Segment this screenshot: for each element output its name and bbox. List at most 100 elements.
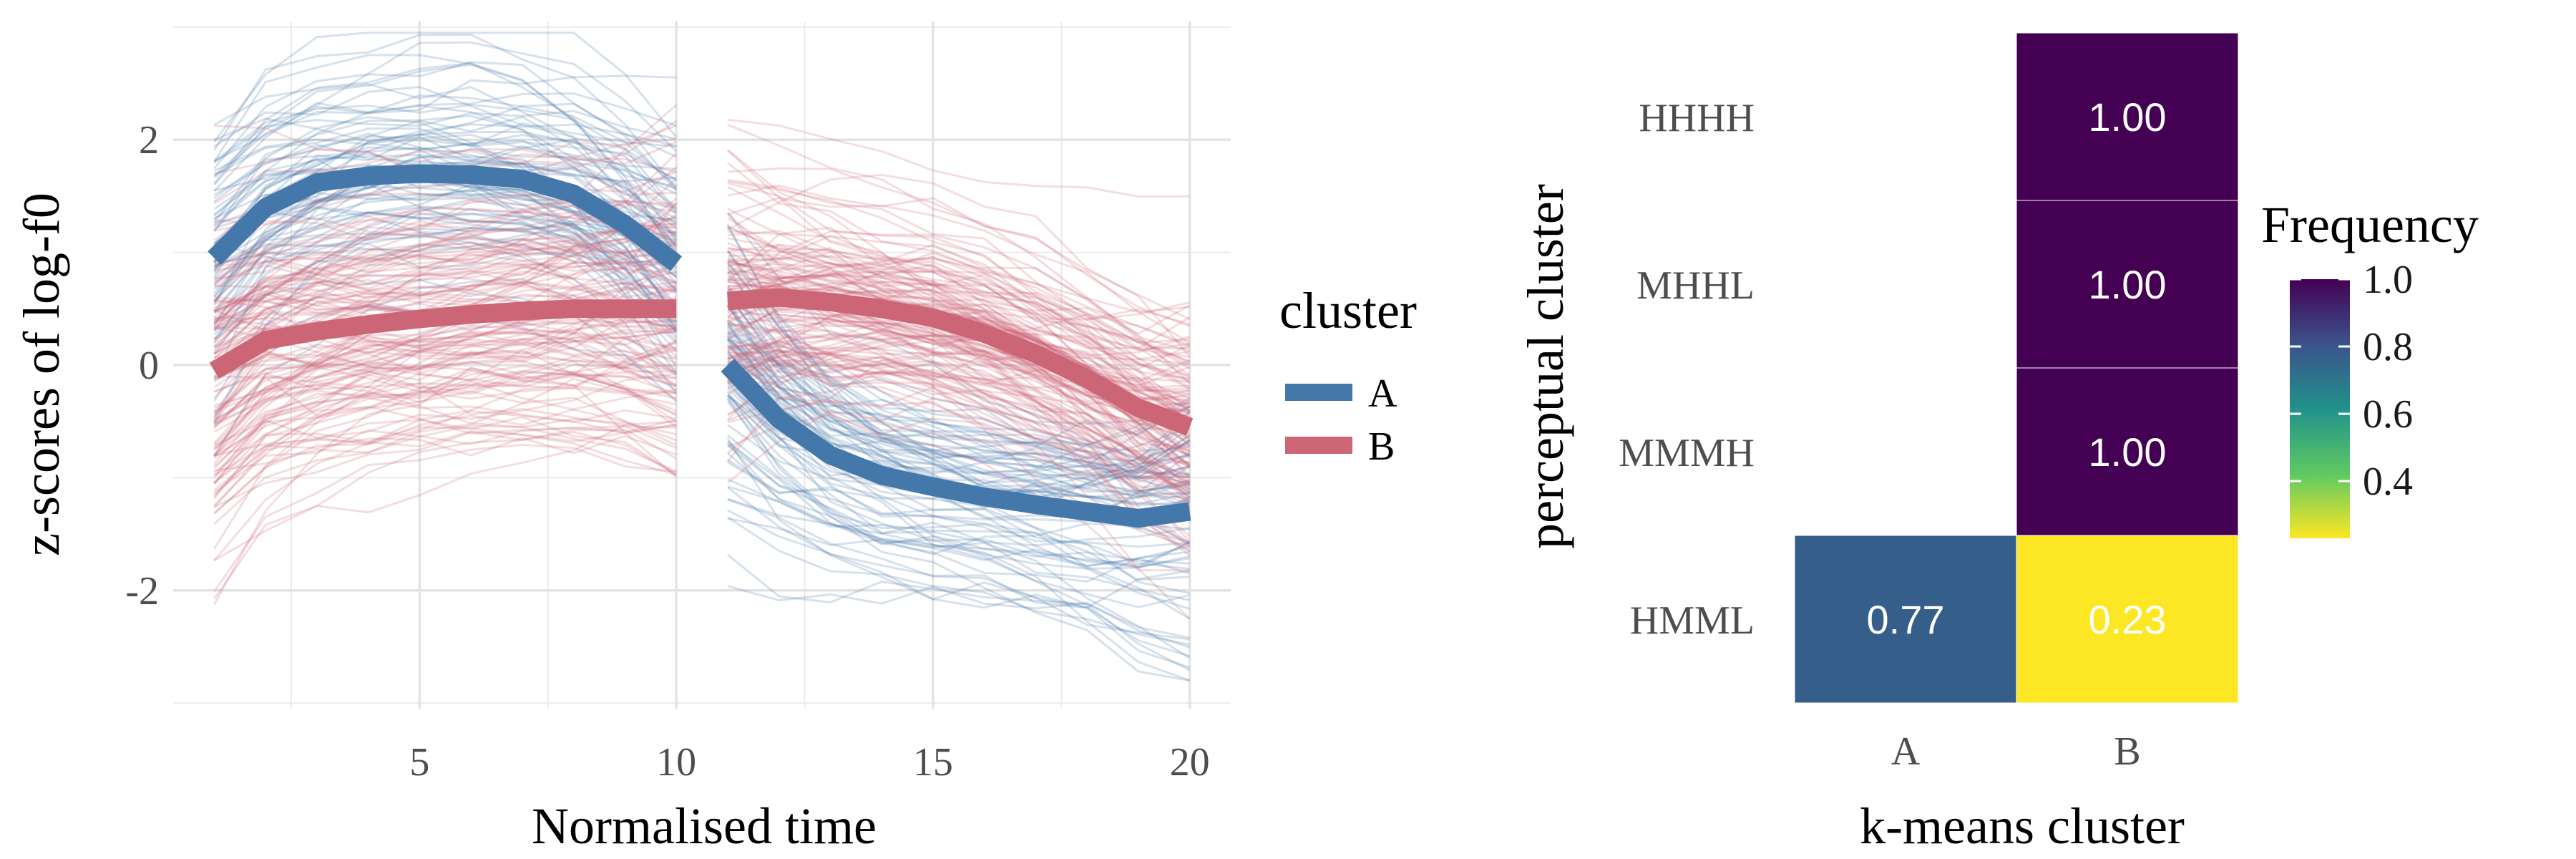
trajectory-B (727, 230, 1191, 383)
trajectory-A (213, 127, 677, 180)
line-chart-panel: 5 10 15 20 -2 0 2 Normalised time z-scores of … (13, 21, 1417, 855)
trajectory-B (213, 253, 677, 314)
trajectory-A (726, 363, 1190, 508)
trajectory-B (213, 233, 677, 311)
trajectory-B (213, 390, 677, 495)
trajectory-B (213, 202, 678, 349)
trajectory-A (213, 85, 677, 238)
trajectory-B (213, 351, 677, 498)
trajectory-A (726, 443, 1190, 565)
trajectory-B (213, 428, 677, 508)
trajectory-B (213, 362, 677, 515)
trajectory-B (727, 361, 1191, 485)
trajectory-B (214, 223, 677, 266)
heatmap-ticks: HHHH MHHL MMMH HMML A B (1619, 96, 2141, 774)
trajectory-B (727, 251, 1191, 429)
trajectory-B (213, 179, 677, 329)
trajectory-B (213, 178, 678, 324)
trajectory-B (214, 216, 677, 291)
trajectory-B (727, 167, 1191, 328)
trajectory-A (726, 339, 1191, 481)
trajectory-A (213, 92, 677, 179)
trajectory-B (727, 362, 1191, 483)
trajectory-B (727, 356, 1190, 491)
trajectory-B (727, 340, 1191, 499)
trajectory-A (213, 183, 678, 330)
trajectory-B (213, 389, 677, 435)
heatmap-y-tick-label: HMML (1630, 598, 1755, 643)
trajectory-A (726, 295, 1190, 480)
trajectory-B (727, 363, 1191, 546)
trajectory-A (213, 116, 678, 367)
trajectory-B (213, 297, 678, 387)
trajectory-B (214, 349, 677, 400)
trajectory-B (727, 346, 1191, 494)
trajectory-A (213, 211, 678, 316)
trajectory-A (726, 250, 1190, 467)
trajectory-A (213, 94, 678, 232)
trajectory-B (213, 243, 677, 322)
trajectory-B (214, 375, 677, 435)
trajectory-A (727, 461, 1191, 620)
trajectory-A (726, 444, 1190, 568)
trajectory-B (727, 379, 1190, 572)
trajectory-A (726, 326, 1190, 480)
colorbar: Frequency 0.4 0.6 0.8 1.0 (2261, 196, 2479, 538)
trajectory-B (727, 316, 1190, 422)
trajectory-B (727, 123, 1190, 352)
trajectory-A (213, 115, 678, 253)
trajectory-A (213, 146, 677, 214)
trajectory-B (727, 173, 1191, 357)
heatmap-cell-B-HMML (2016, 535, 2239, 704)
trajectory-B (213, 322, 677, 417)
trajectory-B (213, 329, 677, 414)
trajectory-A (727, 517, 1191, 659)
trajectory-B (727, 311, 1190, 490)
trajectory-A (213, 103, 677, 182)
heatmap-x-tick-label: B (2114, 729, 2140, 774)
trajectory-B (727, 270, 1190, 395)
trajectory-A (726, 333, 1190, 507)
heatmap-cell-B-MMMH (2016, 367, 2239, 536)
trajectory-A (727, 485, 1190, 581)
trajectory-A (726, 324, 1190, 479)
trajectory-A (726, 223, 1191, 484)
trajectory-B (727, 178, 1191, 363)
trajectory-A (213, 227, 678, 332)
cluster-mean-lines (208, 164, 1194, 528)
heatmap-cell-label: 1.00 (2089, 94, 2167, 140)
trajectory-B (213, 284, 677, 422)
trajectory-B (727, 301, 1190, 322)
trajectory-A (213, 83, 678, 211)
trajectory-B (727, 364, 1190, 505)
trajectory-B (213, 231, 677, 289)
trajectory-A (726, 387, 1191, 575)
trajectory-B (213, 329, 677, 550)
trajectory-B (213, 383, 677, 473)
trajectory-B (213, 359, 677, 479)
trajectory-B (727, 259, 1191, 377)
trajectory-A (727, 339, 1191, 487)
trajectory-A (213, 41, 678, 177)
trajectory-A (213, 206, 678, 333)
trajectory-B (213, 281, 677, 341)
x-tick-label: 20 (1170, 740, 1210, 785)
trajectory-A (213, 278, 678, 403)
trajectory-B (727, 320, 1191, 504)
trajectory-A (726, 437, 1190, 609)
trajectory-A (213, 134, 677, 250)
trajectory-B (727, 356, 1191, 553)
trajectory-B (213, 409, 677, 515)
trajectory-B (214, 228, 677, 280)
trajectory-B (213, 313, 677, 379)
trajectory-B (727, 362, 1190, 483)
trajectory-B (727, 208, 1191, 366)
trajectory-B (727, 334, 1190, 479)
trajectory-A (726, 353, 1190, 452)
trajectory-B (213, 336, 677, 507)
trajectory-B (213, 372, 677, 457)
trajectory-A (213, 135, 678, 285)
trajectory-B (726, 149, 1191, 335)
